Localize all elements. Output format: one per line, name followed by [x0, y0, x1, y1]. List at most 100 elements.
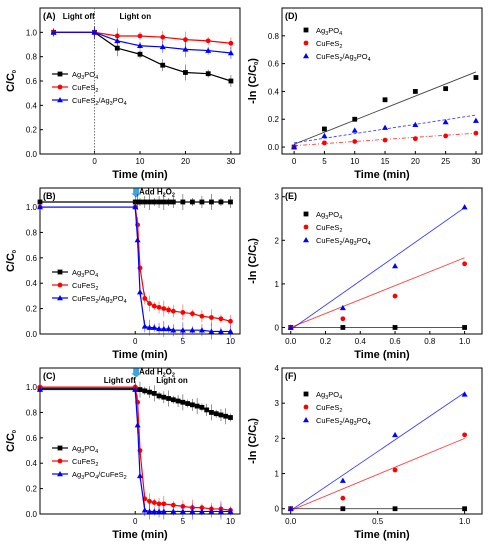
data-series	[288, 325, 468, 330]
annotation-label: Light off	[63, 12, 95, 21]
y-tick-label: 4	[275, 364, 280, 373]
x-tick-label: 0.0	[285, 337, 297, 346]
data-point	[182, 46, 189, 52]
legend-label: CuFeS2/Ag3PO4	[316, 236, 371, 247]
x-tick-label: 1.0	[459, 517, 471, 526]
chart-panel: 0 5 10 0.0 0.2 0.4 0.6 0.8 1.0 Time (min) C/C0 (B) A…	[5, 187, 241, 361]
data-point	[205, 47, 212, 53]
legend-marker	[303, 27, 309, 33]
add-reagent-arrow-icon	[131, 188, 142, 198]
x-tick-label: 10	[350, 157, 359, 166]
data-point	[137, 51, 143, 57]
series-line	[53, 31, 231, 54]
annotation-label: Add H2O2	[139, 367, 175, 378]
legend-marker	[303, 224, 309, 230]
fit-line	[290, 207, 465, 331]
legend-label: Ag3PO4	[316, 390, 342, 401]
data-series	[291, 130, 479, 150]
data-point	[156, 325, 163, 332]
data-point	[156, 393, 162, 399]
legend-marker	[303, 211, 309, 217]
data-point	[291, 144, 298, 150]
legend-marker	[303, 404, 309, 410]
data-point	[37, 386, 43, 392]
chart-panel: 0 5 10 0.0 0.2 0.4 0.6 0.8 1.0 Time (min) C/C0 (C) A…	[5, 367, 241, 541]
data-point	[442, 119, 449, 125]
data-point	[462, 506, 468, 512]
data-point	[208, 508, 215, 514]
x-tick-label: 10	[226, 337, 235, 346]
data-point	[227, 508, 234, 514]
y-tick-label: 1	[275, 280, 280, 289]
panel-label: (B)	[43, 191, 56, 201]
y-tick-label: 0.2	[26, 485, 38, 494]
data-point	[287, 505, 294, 511]
data-point	[227, 328, 234, 334]
data-point	[189, 199, 195, 205]
legend-marker	[57, 282, 63, 288]
legend-label: CuFeS2/Ag3PO4	[72, 294, 127, 305]
fit-line	[290, 257, 465, 328]
data-point	[462, 261, 468, 267]
data-point	[228, 318, 233, 324]
chart-panel: 0 10 20 30 0.0 0.2 0.4 0.6 0.8 1.0 Time (min) C/C0 (…	[5, 7, 241, 181]
legend: Ag3PO4 CuFeS2 CuFeS2/Ag3PO4	[303, 390, 371, 427]
legend-label: Ag3PO4	[316, 26, 342, 37]
data-point	[228, 199, 233, 205]
data-point	[147, 498, 152, 504]
y-tick-label: 0.6	[26, 434, 38, 443]
x-axis-label: Time (min)	[354, 349, 410, 361]
data-point	[218, 316, 224, 322]
y-tick-label: 0.0	[26, 510, 38, 519]
data-point	[183, 37, 188, 43]
data-point	[189, 508, 196, 514]
data-point	[151, 500, 157, 505]
data-point	[443, 86, 449, 92]
data-point	[141, 507, 148, 513]
x-tick-label: 0.5	[372, 517, 384, 526]
data-point	[166, 396, 171, 401]
x-tick-label: 0.0	[285, 517, 297, 526]
add-reagent-arrow-icon	[131, 368, 142, 378]
y-tick-label: 0.6	[268, 60, 280, 69]
data-point	[351, 127, 358, 133]
data-point	[340, 316, 346, 322]
data-point	[137, 387, 143, 392]
y-axis-label: C/C0	[5, 250, 18, 272]
data-point	[205, 38, 211, 44]
plot-frame	[39, 187, 241, 335]
fit-line	[290, 437, 465, 511]
y-tick-label: 0.6	[26, 254, 38, 263]
legend-marker	[303, 53, 309, 59]
data-point	[204, 407, 210, 413]
x-axis-label: Time (min)	[112, 349, 168, 361]
data-point	[199, 313, 205, 319]
data-point	[170, 199, 176, 205]
data-series	[287, 391, 468, 511]
data-point	[322, 140, 327, 146]
x-tick-label: 30	[471, 157, 480, 166]
y-tick-label: 0.0	[268, 143, 280, 152]
x-axis-label: Time (min)	[354, 529, 410, 541]
legend-label: Ag3PO4/CuFeS2	[72, 470, 127, 481]
legend-marker	[57, 295, 63, 301]
y-tick-label: 0.6	[26, 77, 38, 86]
x-tick-label: 5	[322, 157, 327, 166]
x-tick-label: 0	[133, 337, 138, 346]
legend: Ag3PO4 CuFeS2 CuFeS2/Ag3PO4	[52, 268, 127, 305]
data-point	[392, 325, 398, 330]
data-point	[146, 508, 153, 514]
data-point	[37, 204, 43, 210]
x-tick-label: 0.8	[424, 337, 436, 346]
data-point	[161, 394, 167, 400]
y-tick-label: 3	[275, 399, 280, 408]
y-tick-label: 0.2	[26, 305, 38, 314]
data-point	[170, 502, 176, 508]
data-point	[473, 130, 479, 136]
data-point	[156, 199, 162, 205]
x-tick-label: 15	[381, 157, 390, 166]
series-line	[53, 31, 232, 82]
legend-label: CuFeS2/Ag3PO4	[72, 96, 127, 107]
data-point	[189, 327, 196, 333]
data-point	[146, 324, 153, 330]
